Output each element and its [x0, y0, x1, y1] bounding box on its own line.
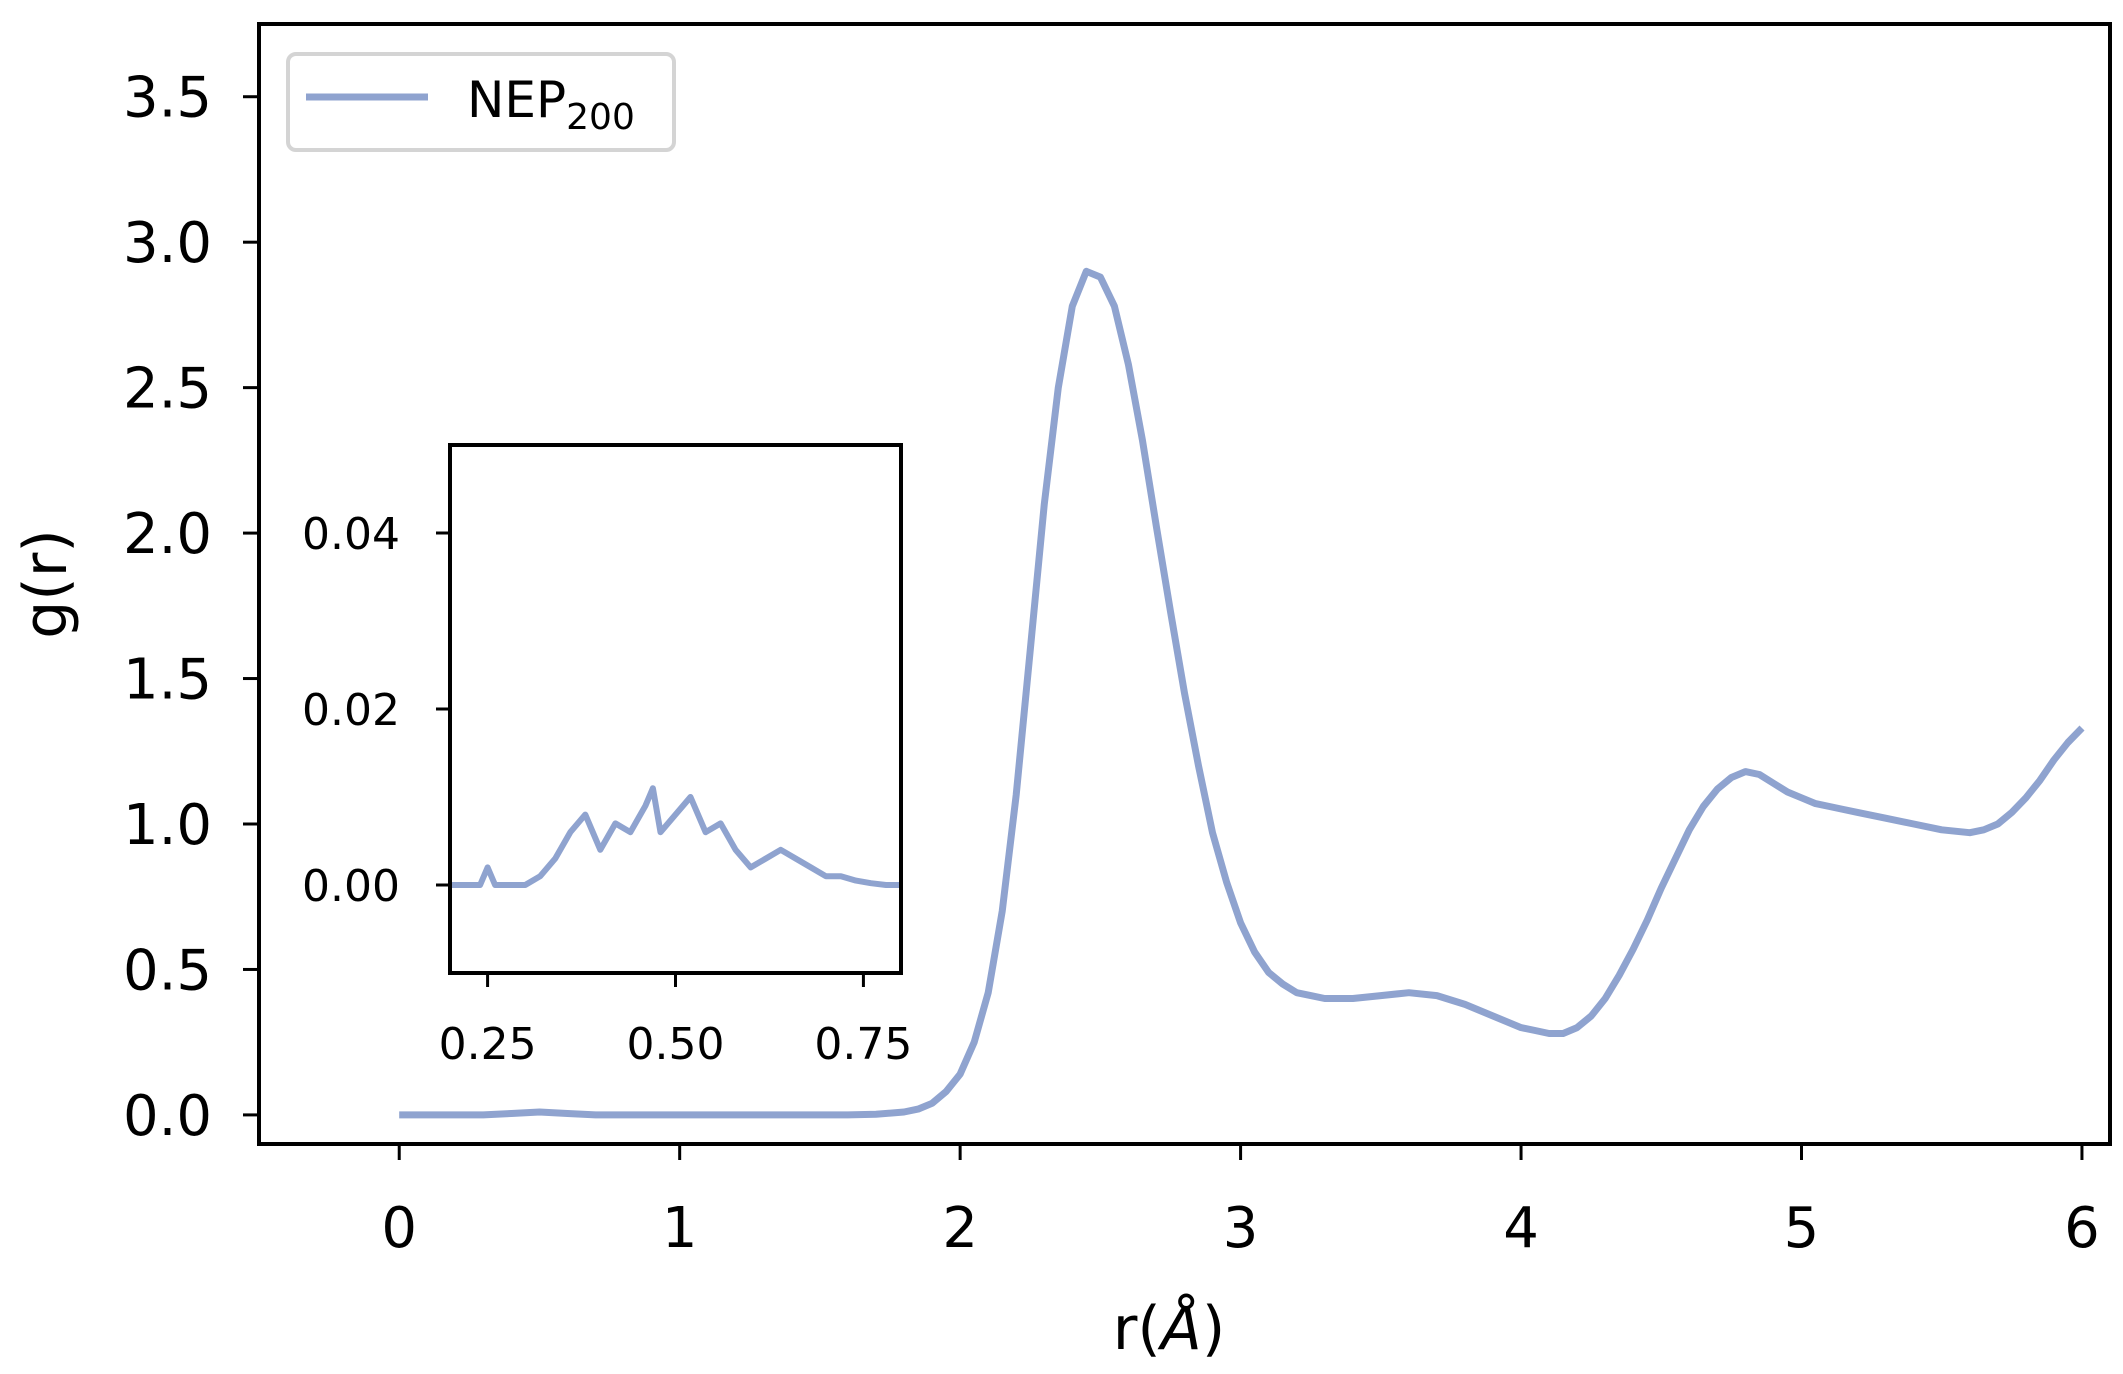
- main-tick-label-group: 0 1 2 3 4 5 6 0.0 0.5 1.0 1.5 2.0 2.5 3.0 3.5: [123, 66, 2100, 1261]
- inset-series-line-nep200: [450, 785, 901, 888]
- x-tick-label: 0: [381, 1196, 417, 1261]
- x-tick-label: 4: [1503, 1196, 1539, 1261]
- inset-x-tick-label: 0.50: [627, 1019, 725, 1070]
- inset-chart: 0.25 0.50 0.75 0.00 0.02 0.04: [302, 443, 912, 1070]
- legend: NEP200: [286, 52, 676, 152]
- inset-y-tick-label: 0.02: [302, 685, 400, 736]
- main-plot-frame: [257, 22, 2112, 1146]
- y-tick-label: 0.0: [123, 1084, 212, 1149]
- y-tick-label: 2.5: [123, 357, 212, 422]
- legend-label-nep200: NEP200: [467, 71, 635, 138]
- y-tick-label: 0.5: [123, 938, 212, 1003]
- inset-background: [450, 445, 901, 973]
- x-tick-label: 3: [1223, 1196, 1259, 1261]
- main-tick-group: [243, 95, 2084, 1160]
- x-tick-label: 5: [1784, 1196, 1820, 1261]
- inset-tick-group: [436, 531, 865, 987]
- inset-x-tick-label: 0.25: [439, 1019, 537, 1070]
- x-axis-label-prefix: r(: [1113, 1294, 1161, 1364]
- inset-tick-label-group: 0.25 0.50 0.75 0.00 0.02 0.04: [302, 509, 912, 1070]
- x-tick-label: 6: [2064, 1196, 2100, 1261]
- inset-x-tick-label: 0.75: [814, 1019, 912, 1070]
- y-tick-label: 3.0: [123, 211, 212, 276]
- main-series-group: [399, 267, 2085, 1119]
- y-tick-label: 3.5: [123, 66, 212, 131]
- legend-label-subscript: 200: [566, 97, 635, 138]
- x-axis-label-unit: Å: [1157, 1293, 1202, 1364]
- x-axis-label-suffix: ): [1202, 1294, 1225, 1364]
- y-tick-label: 1.0: [123, 793, 212, 858]
- legend-box: [286, 52, 676, 152]
- y-tick-label: 2.0: [123, 502, 212, 567]
- inset-y-tick-label: 0.00: [302, 861, 400, 912]
- series-line-nep200: [399, 267, 2085, 1119]
- inset-series-group: [450, 785, 901, 888]
- x-tick-label: 1: [662, 1196, 698, 1261]
- y-tick-label: 1.5: [123, 648, 212, 713]
- legend-label-main: NEP: [467, 71, 566, 129]
- y-axis-label: g(r): [11, 529, 81, 639]
- x-axis-label: r(Å): [1113, 1293, 1226, 1364]
- x-tick-label: 2: [942, 1196, 978, 1261]
- inset-y-tick-label: 0.04: [302, 509, 400, 560]
